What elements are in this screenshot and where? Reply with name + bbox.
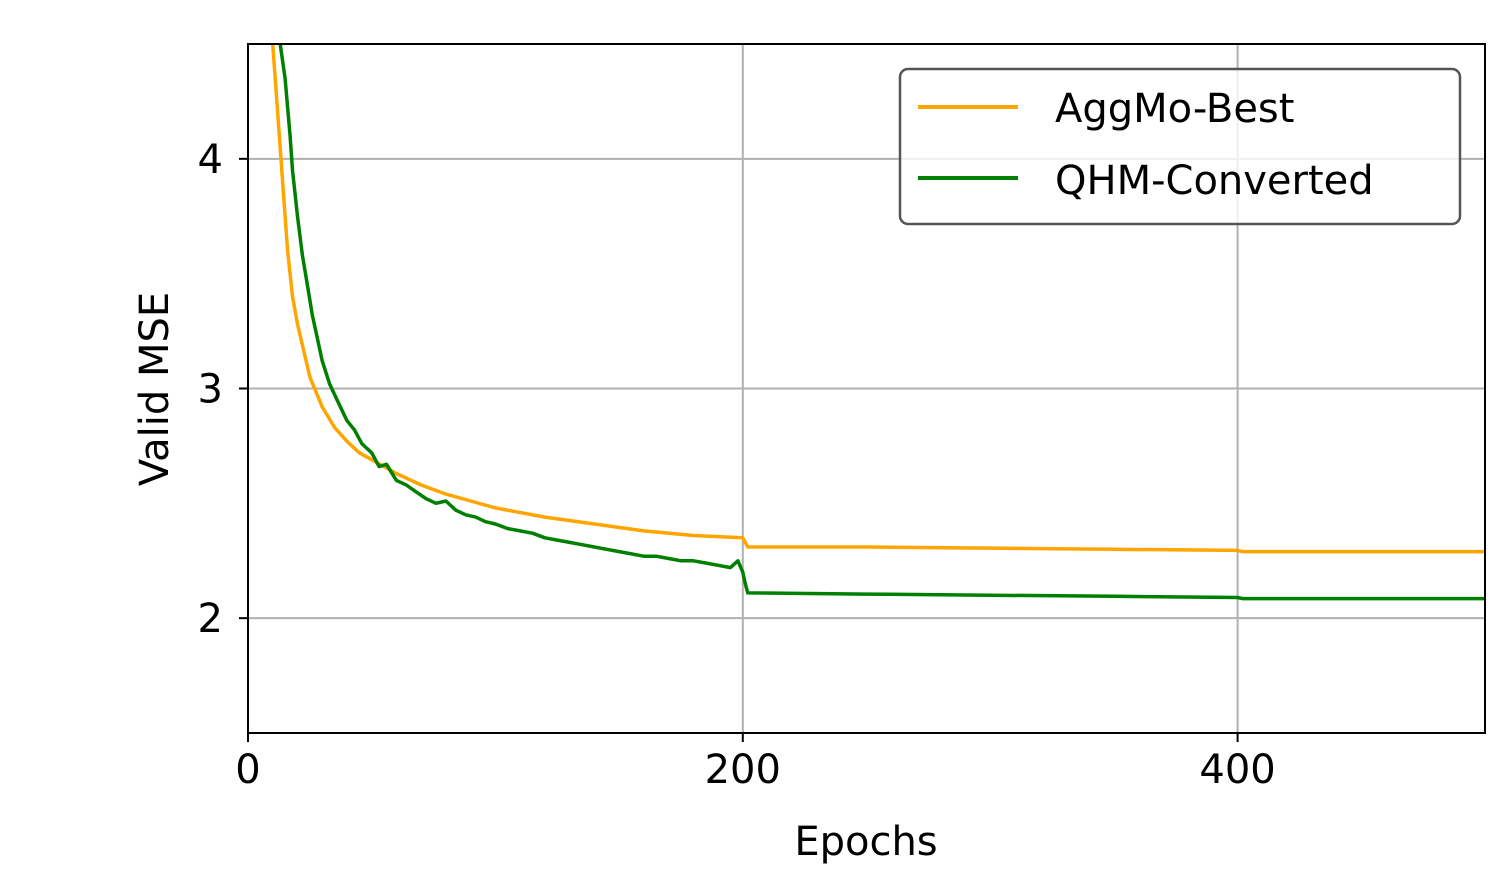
- x-tick-label-200: 200: [705, 747, 781, 793]
- legend: AggMo-Best QHM-Converted: [898, 67, 1462, 226]
- y-tick-label-4: 4: [198, 137, 223, 183]
- y-tick-label-2: 2: [198, 596, 223, 642]
- x-axis-label: Epochs: [794, 819, 937, 865]
- y-tick-label-3: 3: [198, 367, 223, 413]
- series-line-qhm-converted: [278, 44, 1485, 601]
- y-axis-label: Valid MSE: [132, 292, 178, 486]
- x-tick-label-0: 0: [235, 747, 260, 793]
- legend-label-qhm-converted: QHM-Converted: [1055, 158, 1374, 204]
- axis-ticks: 0 200 400 2 3 4: [198, 137, 1276, 793]
- legend-label-aggmo-best: AggMo-Best: [1055, 86, 1294, 132]
- series-layer: [270, 44, 1485, 601]
- series-line-aggmo-best: [270, 44, 1485, 554]
- x-tick-label-400: 400: [1199, 747, 1275, 793]
- legend-box: [898, 67, 1462, 226]
